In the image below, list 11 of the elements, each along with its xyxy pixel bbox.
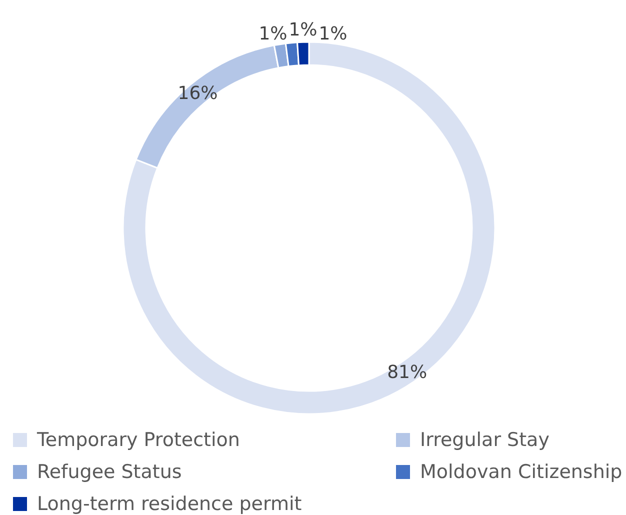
legend-label: Temporary Protection bbox=[36, 429, 240, 451]
legend-label: Refugee Status bbox=[37, 461, 182, 483]
data-label: 16% bbox=[178, 83, 218, 104]
data-label: 81% bbox=[387, 362, 428, 383]
legend-label: Long-term residence permit bbox=[37, 493, 302, 515]
data-label: 1% bbox=[258, 24, 288, 44]
legend-label: Irregular Stay bbox=[420, 429, 550, 451]
data-label: 1% bbox=[318, 24, 348, 44]
legend-label: Moldovan Citizenship bbox=[420, 461, 622, 483]
donut-slice bbox=[122, 41, 496, 415]
data-label: 1% bbox=[288, 20, 318, 40]
